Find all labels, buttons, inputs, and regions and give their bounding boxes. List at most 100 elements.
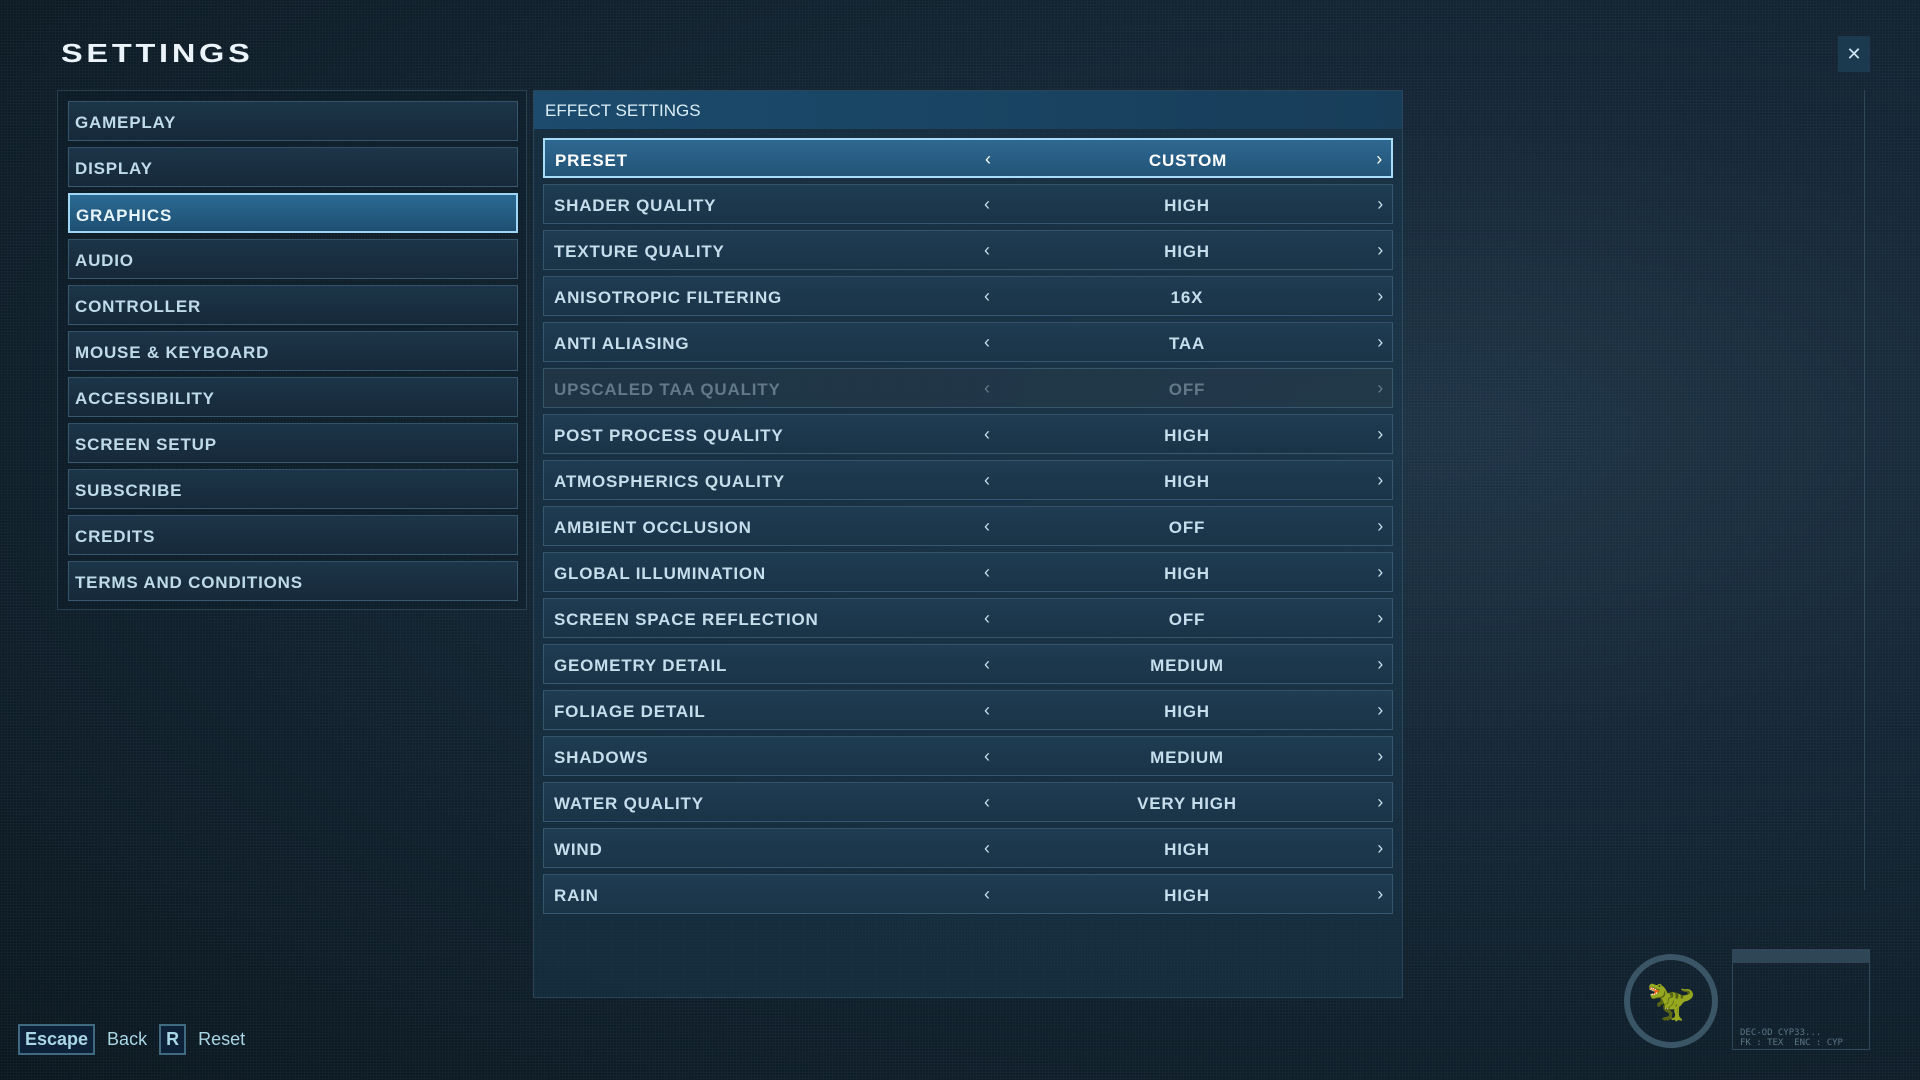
chevron-right-icon[interactable]: › bbox=[1377, 608, 1384, 628]
setting-value: OFF bbox=[1168, 610, 1206, 629]
chevron-left-icon[interactable]: ‹ bbox=[984, 838, 991, 858]
nav-item-controller[interactable]: CONTROLLER bbox=[68, 285, 518, 325]
decorative-text: DEC-OD CYP33... FK : TEX ENC : CYP bbox=[1740, 1028, 1843, 1048]
setting-value: HIGH bbox=[1164, 196, 1210, 215]
chevron-left-icon[interactable]: ‹ bbox=[984, 654, 991, 674]
setting-row-screen-space-reflection[interactable]: SCREEN SPACE REFLECTION ‹ OFF › bbox=[543, 598, 1393, 638]
setting-value: MEDIUM bbox=[1150, 748, 1224, 767]
setting-row-geometry-detail[interactable]: GEOMETRY DETAIL ‹ MEDIUM › bbox=[543, 644, 1393, 684]
chevron-right-icon[interactable]: › bbox=[1377, 424, 1384, 444]
chevron-left-icon[interactable]: ‹ bbox=[984, 700, 991, 720]
chevron-left-icon[interactable]: ‹ bbox=[985, 149, 992, 169]
setting-label: ANISOTROPIC FILTERING bbox=[554, 288, 783, 307]
close-icon: ✕ bbox=[1846, 44, 1862, 64]
setting-label: FOLIAGE DETAIL bbox=[554, 702, 706, 721]
nav-item-display[interactable]: DISPLAY bbox=[68, 147, 518, 187]
jurassic-logo-icon: 🦖 bbox=[1624, 954, 1718, 1048]
chevron-right-icon[interactable]: › bbox=[1376, 149, 1383, 169]
setting-label: POST PROCESS QUALITY bbox=[554, 426, 784, 445]
setting-value: 16X bbox=[1170, 288, 1204, 307]
decorative-panel bbox=[1732, 950, 1870, 1050]
setting-label: AMBIENT OCCLUSION bbox=[554, 518, 752, 537]
setting-row-atmospherics-quality[interactable]: ATMOSPHERICS QUALITY ‹ HIGH › bbox=[543, 460, 1393, 500]
chevron-left-icon[interactable]: ‹ bbox=[984, 470, 991, 490]
setting-row-foliage-detail[interactable]: FOLIAGE DETAIL ‹ HIGH › bbox=[543, 690, 1393, 730]
setting-row-texture-quality[interactable]: TEXTURE QUALITY ‹ HIGH › bbox=[543, 230, 1393, 270]
chevron-left-icon[interactable]: ‹ bbox=[984, 516, 991, 536]
section-title: EFFECT SETTINGS bbox=[534, 91, 1402, 129]
chevron-left-icon[interactable]: ‹ bbox=[984, 562, 991, 582]
decorative-divider bbox=[1864, 90, 1865, 890]
nav-item-graphics[interactable]: GRAPHICS bbox=[68, 193, 518, 233]
setting-label: TEXTURE QUALITY bbox=[554, 242, 725, 261]
chevron-left-icon[interactable]: ‹ bbox=[984, 194, 991, 214]
setting-row-rain[interactable]: RAIN ‹ HIGH › bbox=[543, 874, 1393, 914]
setting-label: GEOMETRY DETAIL bbox=[554, 656, 728, 675]
nav-item-terms-and-conditions[interactable]: TERMS AND CONDITIONS bbox=[68, 561, 518, 601]
setting-row-ambient-occlusion[interactable]: AMBIENT OCCLUSION ‹ OFF › bbox=[543, 506, 1393, 546]
nav-item-credits[interactable]: CREDITS bbox=[68, 515, 518, 555]
chevron-left-icon[interactable]: ‹ bbox=[984, 608, 991, 628]
setting-value: TAA bbox=[1168, 334, 1206, 353]
setting-label: ANTI ALIASING bbox=[554, 334, 690, 353]
setting-row-anti-aliasing[interactable]: ANTI ALIASING ‹ TAA › bbox=[543, 322, 1393, 362]
chevron-right-icon[interactable]: › bbox=[1377, 746, 1384, 766]
chevron-right-icon[interactable]: › bbox=[1377, 378, 1384, 398]
chevron-right-icon[interactable]: › bbox=[1377, 838, 1384, 858]
close-fullscreen-button[interactable]: ✕ bbox=[1838, 36, 1870, 72]
reset-key-hint[interactable]: R bbox=[159, 1024, 187, 1055]
setting-value: HIGH bbox=[1164, 242, 1210, 261]
chevron-right-icon[interactable]: › bbox=[1377, 792, 1384, 812]
escape-key-hint[interactable]: Escape bbox=[18, 1024, 96, 1055]
setting-row-shadows[interactable]: SHADOWS ‹ MEDIUM › bbox=[543, 736, 1393, 776]
chevron-right-icon[interactable]: › bbox=[1377, 194, 1384, 214]
nav-item-screen-setup[interactable]: SCREEN SETUP bbox=[68, 423, 518, 463]
chevron-left-icon[interactable]: ‹ bbox=[984, 286, 991, 306]
chevron-right-icon[interactable]: › bbox=[1377, 654, 1384, 674]
setting-label: RAIN bbox=[554, 886, 599, 905]
nav-item-audio[interactable]: AUDIO bbox=[68, 239, 518, 279]
setting-label: WATER QUALITY bbox=[554, 794, 704, 813]
chevron-left-icon[interactable]: ‹ bbox=[984, 332, 991, 352]
setting-row-shader-quality[interactable]: SHADER QUALITY ‹ HIGH › bbox=[543, 184, 1393, 224]
chevron-right-icon[interactable]: › bbox=[1377, 562, 1384, 582]
chevron-right-icon[interactable]: › bbox=[1377, 240, 1384, 260]
chevron-left-icon[interactable]: ‹ bbox=[984, 240, 991, 260]
page-title: SETTINGS bbox=[61, 38, 254, 68]
chevron-left-icon[interactable]: ‹ bbox=[984, 792, 991, 812]
chevron-right-icon[interactable]: › bbox=[1377, 516, 1384, 536]
setting-value: VERY HIGH bbox=[1137, 794, 1237, 813]
chevron-right-icon[interactable]: › bbox=[1377, 286, 1384, 306]
nav-item-mouse-keyboard[interactable]: MOUSE & KEYBOARD bbox=[68, 331, 518, 371]
nav-item-subscribe[interactable]: SUBSCRIBE bbox=[68, 469, 518, 509]
setting-row-wind[interactable]: WIND ‹ HIGH › bbox=[543, 828, 1393, 868]
setting-value: HIGH bbox=[1164, 472, 1210, 491]
setting-label: SHADOWS bbox=[554, 748, 649, 767]
nav-item-accessibility[interactable]: ACCESSIBILITY bbox=[68, 377, 518, 417]
setting-value: HIGH bbox=[1164, 426, 1210, 445]
setting-row-preset[interactable]: PRESET ‹ CUSTOM › bbox=[543, 138, 1393, 178]
chevron-right-icon[interactable]: › bbox=[1377, 470, 1384, 490]
chevron-right-icon[interactable]: › bbox=[1377, 884, 1384, 904]
chevron-left-icon[interactable]: ‹ bbox=[984, 424, 991, 444]
nav-item-gameplay[interactable]: GAMEPLAY bbox=[68, 101, 518, 141]
setting-value: MEDIUM bbox=[1150, 656, 1224, 675]
chevron-left-icon[interactable]: ‹ bbox=[984, 378, 991, 398]
chevron-left-icon[interactable]: ‹ bbox=[984, 746, 991, 766]
button-hints: Escape Back R Reset bbox=[18, 1024, 245, 1055]
setting-row-global-illumination[interactable]: GLOBAL ILLUMINATION ‹ HIGH › bbox=[543, 552, 1393, 592]
setting-row-upscaled-taa-quality[interactable]: UPSCALED TAA QUALITY ‹ OFF › bbox=[543, 368, 1393, 408]
setting-row-anisotropic-filtering[interactable]: ANISOTROPIC FILTERING ‹ 16X › bbox=[543, 276, 1393, 316]
setting-value: HIGH bbox=[1164, 840, 1210, 859]
chevron-right-icon[interactable]: › bbox=[1377, 700, 1384, 720]
setting-label: ATMOSPHERICS QUALITY bbox=[554, 472, 786, 491]
setting-value: OFF bbox=[1168, 380, 1206, 399]
setting-value: HIGH bbox=[1164, 886, 1210, 905]
reset-label[interactable]: Reset bbox=[198, 1029, 246, 1049]
back-label[interactable]: Back bbox=[107, 1029, 148, 1049]
chevron-right-icon[interactable]: › bbox=[1377, 332, 1384, 352]
setting-row-water-quality[interactable]: WATER QUALITY ‹ VERY HIGH › bbox=[543, 782, 1393, 822]
setting-value: HIGH bbox=[1164, 564, 1210, 583]
chevron-left-icon[interactable]: ‹ bbox=[984, 884, 991, 904]
setting-row-post-process-quality[interactable]: POST PROCESS QUALITY ‹ HIGH › bbox=[543, 414, 1393, 454]
